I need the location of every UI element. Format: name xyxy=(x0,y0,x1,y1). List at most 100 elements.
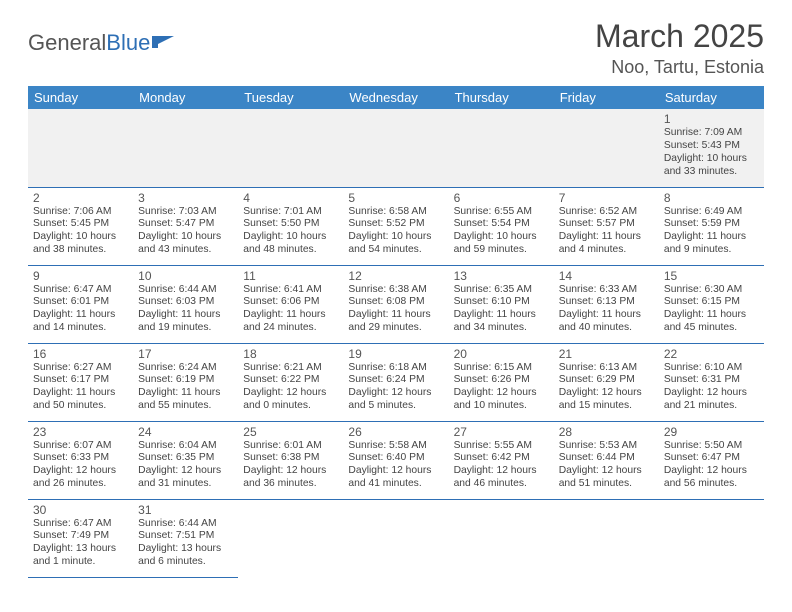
day-daylight2: and 19 minutes. xyxy=(138,322,233,335)
day-daylight2: and 50 minutes. xyxy=(33,400,128,413)
weekday-header: Tuesday xyxy=(238,86,343,109)
calendar-day-cell: 12Sunrise: 6:38 AMSunset: 6:08 PMDayligh… xyxy=(343,265,448,343)
day-number: 24 xyxy=(138,425,233,439)
day-sunset: Sunset: 6:19 PM xyxy=(138,374,233,387)
day-sunrise: Sunrise: 6:24 AM xyxy=(138,362,233,375)
day-daylight2: and 34 minutes. xyxy=(454,322,549,335)
day-number: 13 xyxy=(454,269,549,283)
day-sunset: Sunset: 5:43 PM xyxy=(664,140,759,153)
day-daylight2: and 1 minute. xyxy=(33,556,128,569)
day-daylight1: Daylight: 11 hours xyxy=(559,231,654,244)
day-number: 8 xyxy=(664,191,759,205)
day-daylight2: and 54 minutes. xyxy=(348,244,443,257)
brand-logo: GeneralBlue xyxy=(28,30,176,56)
weekday-header: Wednesday xyxy=(343,86,448,109)
day-number: 7 xyxy=(559,191,654,205)
day-daylight1: Daylight: 12 hours xyxy=(33,465,128,478)
calendar-day-cell: 20Sunrise: 6:15 AMSunset: 6:26 PMDayligh… xyxy=(449,343,554,421)
calendar-empty-cell xyxy=(133,109,238,187)
day-sunset: Sunset: 6:10 PM xyxy=(454,296,549,309)
day-sunset: Sunset: 5:54 PM xyxy=(454,218,549,231)
day-daylight1: Daylight: 12 hours xyxy=(454,387,549,400)
day-number: 29 xyxy=(664,425,759,439)
day-daylight2: and 51 minutes. xyxy=(559,478,654,491)
weekday-header: Monday xyxy=(133,86,238,109)
day-daylight2: and 0 minutes. xyxy=(243,400,338,413)
location: Noo, Tartu, Estonia xyxy=(595,57,764,78)
calendar-day-cell: 10Sunrise: 6:44 AMSunset: 6:03 PMDayligh… xyxy=(133,265,238,343)
day-number: 5 xyxy=(348,191,443,205)
day-daylight1: Daylight: 12 hours xyxy=(664,465,759,478)
calendar-empty-cell xyxy=(659,499,764,577)
day-number: 30 xyxy=(33,503,128,517)
calendar-day-cell: 25Sunrise: 6:01 AMSunset: 6:38 PMDayligh… xyxy=(238,421,343,499)
calendar-week-row: 1Sunrise: 7:09 AMSunset: 5:43 PMDaylight… xyxy=(28,109,764,187)
day-sunrise: Sunrise: 6:15 AM xyxy=(454,362,549,375)
day-sunrise: Sunrise: 6:27 AM xyxy=(33,362,128,375)
day-number: 31 xyxy=(138,503,233,517)
calendar-table: SundayMondayTuesdayWednesdayThursdayFrid… xyxy=(28,86,764,578)
flag-icon xyxy=(152,34,176,52)
day-daylight1: Daylight: 10 hours xyxy=(243,231,338,244)
title-block: March 2025 Noo, Tartu, Estonia xyxy=(595,18,764,78)
day-sunrise: Sunrise: 6:04 AM xyxy=(138,440,233,453)
day-daylight2: and 45 minutes. xyxy=(664,322,759,335)
weekday-header: Sunday xyxy=(28,86,133,109)
day-sunrise: Sunrise: 7:09 AM xyxy=(664,127,759,140)
calendar-day-cell: 19Sunrise: 6:18 AMSunset: 6:24 PMDayligh… xyxy=(343,343,448,421)
calendar-empty-cell xyxy=(238,109,343,187)
day-sunrise: Sunrise: 6:33 AM xyxy=(559,284,654,297)
day-number: 9 xyxy=(33,269,128,283)
day-daylight2: and 48 minutes. xyxy=(243,244,338,257)
day-daylight2: and 38 minutes. xyxy=(33,244,128,257)
day-number: 22 xyxy=(664,347,759,361)
day-number: 20 xyxy=(454,347,549,361)
day-daylight1: Daylight: 10 hours xyxy=(454,231,549,244)
day-sunset: Sunset: 6:35 PM xyxy=(138,452,233,465)
day-sunset: Sunset: 6:24 PM xyxy=(348,374,443,387)
calendar-empty-cell xyxy=(28,109,133,187)
calendar-day-cell: 17Sunrise: 6:24 AMSunset: 6:19 PMDayligh… xyxy=(133,343,238,421)
calendar-week-row: 30Sunrise: 6:47 AMSunset: 7:49 PMDayligh… xyxy=(28,499,764,577)
day-sunrise: Sunrise: 7:01 AM xyxy=(243,206,338,219)
day-daylight1: Daylight: 12 hours xyxy=(559,465,654,478)
day-number: 12 xyxy=(348,269,443,283)
day-daylight2: and 43 minutes. xyxy=(138,244,233,257)
day-number: 26 xyxy=(348,425,443,439)
day-sunrise: Sunrise: 5:50 AM xyxy=(664,440,759,453)
day-daylight2: and 21 minutes. xyxy=(664,400,759,413)
calendar-day-cell: 24Sunrise: 6:04 AMSunset: 6:35 PMDayligh… xyxy=(133,421,238,499)
day-sunrise: Sunrise: 6:30 AM xyxy=(664,284,759,297)
day-daylight1: Daylight: 11 hours xyxy=(454,309,549,322)
day-sunset: Sunset: 6:40 PM xyxy=(348,452,443,465)
weekday-header-row: SundayMondayTuesdayWednesdayThursdayFrid… xyxy=(28,86,764,109)
day-sunset: Sunset: 6:26 PM xyxy=(454,374,549,387)
day-number: 27 xyxy=(454,425,549,439)
calendar-week-row: 2Sunrise: 7:06 AMSunset: 5:45 PMDaylight… xyxy=(28,187,764,265)
calendar-page: GeneralBlue March 2025 Noo, Tartu, Eston… xyxy=(0,0,792,588)
calendar-day-cell: 6Sunrise: 6:55 AMSunset: 5:54 PMDaylight… xyxy=(449,187,554,265)
calendar-day-cell: 5Sunrise: 6:58 AMSunset: 5:52 PMDaylight… xyxy=(343,187,448,265)
day-daylight1: Daylight: 11 hours xyxy=(138,387,233,400)
calendar-day-cell: 23Sunrise: 6:07 AMSunset: 6:33 PMDayligh… xyxy=(28,421,133,499)
day-daylight2: and 59 minutes. xyxy=(454,244,549,257)
day-daylight1: Daylight: 12 hours xyxy=(348,465,443,478)
calendar-day-cell: 7Sunrise: 6:52 AMSunset: 5:57 PMDaylight… xyxy=(554,187,659,265)
day-daylight1: Daylight: 11 hours xyxy=(243,309,338,322)
day-sunset: Sunset: 6:17 PM xyxy=(33,374,128,387)
day-sunset: Sunset: 6:03 PM xyxy=(138,296,233,309)
day-number: 21 xyxy=(559,347,654,361)
day-number: 6 xyxy=(454,191,549,205)
day-sunset: Sunset: 6:33 PM xyxy=(33,452,128,465)
day-sunset: Sunset: 6:29 PM xyxy=(559,374,654,387)
day-number: 14 xyxy=(559,269,654,283)
day-sunrise: Sunrise: 5:53 AM xyxy=(559,440,654,453)
calendar-day-cell: 27Sunrise: 5:55 AMSunset: 6:42 PMDayligh… xyxy=(449,421,554,499)
calendar-day-cell: 28Sunrise: 5:53 AMSunset: 6:44 PMDayligh… xyxy=(554,421,659,499)
calendar-day-cell: 14Sunrise: 6:33 AMSunset: 6:13 PMDayligh… xyxy=(554,265,659,343)
calendar-day-cell: 4Sunrise: 7:01 AMSunset: 5:50 PMDaylight… xyxy=(238,187,343,265)
day-daylight2: and 5 minutes. xyxy=(348,400,443,413)
day-number: 3 xyxy=(138,191,233,205)
calendar-day-cell: 9Sunrise: 6:47 AMSunset: 6:01 PMDaylight… xyxy=(28,265,133,343)
day-daylight1: Daylight: 11 hours xyxy=(33,387,128,400)
